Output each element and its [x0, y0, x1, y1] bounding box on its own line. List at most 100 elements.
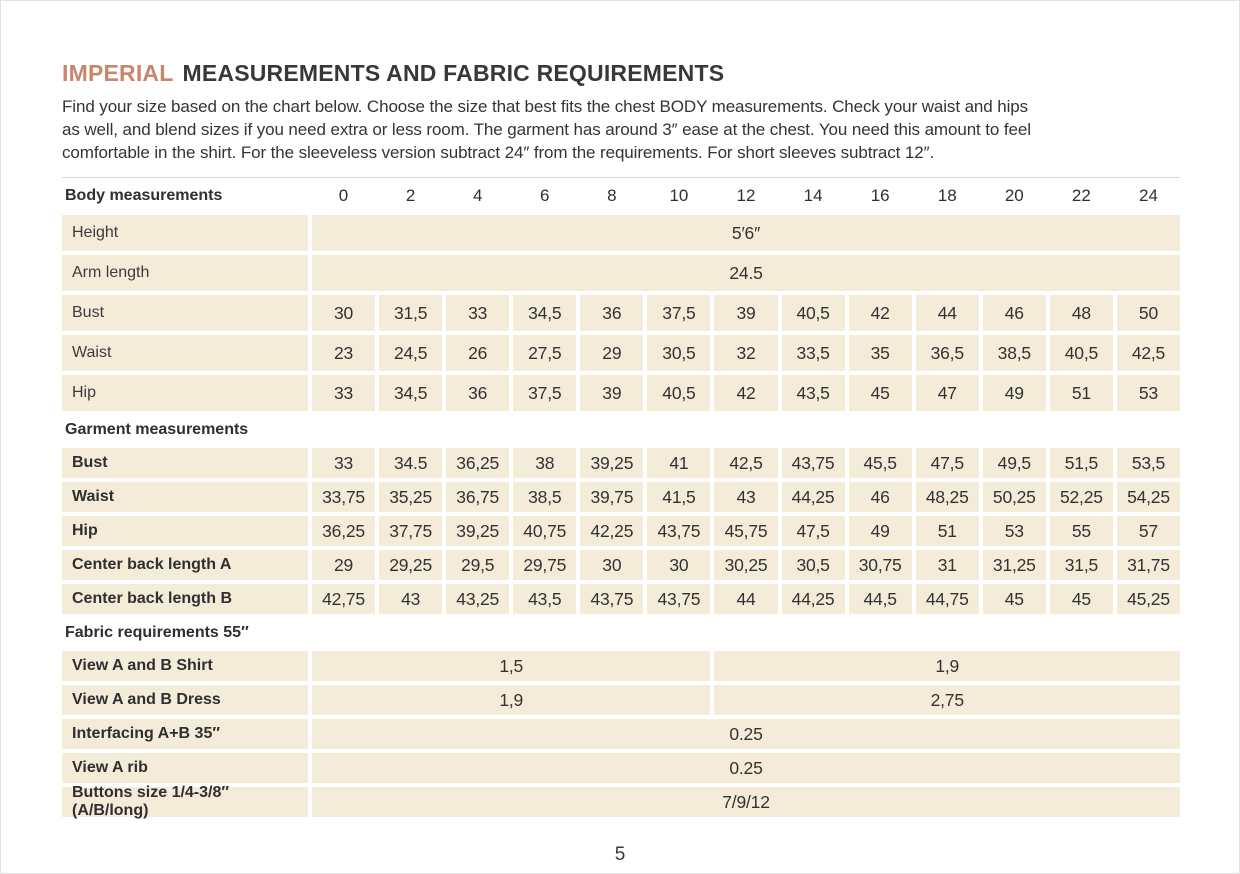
page-title-rest: MEASUREMENTS AND FABRIC REQUIREMENTS: [182, 60, 725, 86]
size-table: Body measurements 0 2 4 6 8 10 12 14 16 18 20 22 24 H…: [62, 177, 1180, 819]
value-cell: 40,5: [647, 375, 711, 411]
value-cell: 53,5: [1116, 448, 1180, 478]
value-cell: 23: [312, 335, 376, 371]
table-row: View A and B Shirt 1,5 1,9: [62, 651, 1180, 681]
value-cell: 53: [982, 516, 1046, 546]
size-column-header: 14: [803, 185, 823, 205]
size-column-header: 4: [472, 185, 483, 205]
table-section-header: Garment measurements: [65, 421, 249, 438]
value-cell-left: 1,9: [312, 685, 711, 715]
value-cell-right: 2,75: [714, 685, 1180, 715]
table-row: View A and B Dress 1,9 2,75: [62, 685, 1180, 715]
value-cell: 30: [647, 550, 711, 580]
value-cell: 45,25: [1116, 584, 1180, 614]
value-cell: 31,25: [982, 550, 1046, 580]
value-cell: 49: [848, 516, 912, 546]
value-cell: 47,5: [781, 516, 845, 546]
value-cell: 38,5: [982, 335, 1046, 371]
value-cell: 34.5: [379, 448, 443, 478]
value-cell: 42,5: [1116, 335, 1180, 371]
value-cell: 33,5: [781, 335, 845, 371]
value-cell-span: 7/9/12: [312, 787, 1180, 817]
row-label: Center back length A: [62, 550, 308, 580]
value-cell: 29: [580, 335, 644, 371]
value-cell: 43,75: [647, 584, 711, 614]
value-cell: 33: [446, 295, 510, 331]
row-label: Hip: [62, 516, 308, 546]
table-header-label: Body measurements: [65, 186, 223, 204]
value-cell: 44,75: [915, 584, 979, 614]
value-cell: 31,5: [1049, 550, 1113, 580]
row-label: Arm length: [62, 255, 308, 291]
intro-line: Find your size based on the chart below.…: [62, 97, 1029, 116]
value-cell: 39,75: [580, 482, 644, 512]
size-column-header: 20: [1004, 185, 1024, 205]
value-cell: 55: [1049, 516, 1113, 546]
table-row: View A rib 0.25: [62, 753, 1180, 783]
page-content: IMPERIAL MEASUREMENTS AND FABRIC REQUIREM…: [62, 60, 1180, 819]
value-cell: 30,25: [714, 550, 778, 580]
value-cell-span: 0.25: [312, 753, 1180, 783]
row-label: Hip: [62, 375, 308, 411]
row-label: Interfacing A+B 35″: [62, 719, 308, 749]
row-label: Bust: [62, 295, 308, 331]
value-cell: 48,25: [915, 482, 979, 512]
value-cell: 29,5: [446, 550, 510, 580]
size-column-header: 18: [937, 185, 957, 205]
value-cell: 30,75: [848, 550, 912, 580]
value-cell: 43,25: [446, 584, 510, 614]
value-cell: 34,5: [379, 375, 443, 411]
value-cell: 44,25: [781, 584, 845, 614]
value-cell: 36: [580, 295, 644, 331]
value-cell: 41,5: [647, 482, 711, 512]
value-cell: 57: [1116, 516, 1180, 546]
table-row: Buttons size 1/4-3/8″ (A/B/long) 7/9/12: [62, 784, 1180, 819]
table-row: Bust 30 31,5 33 34,5 36 37,5 39 40,5 42 44 46 48 50: [62, 295, 1180, 331]
page-title: IMPERIAL MEASUREMENTS AND FABRIC REQUIREM…: [62, 60, 1180, 87]
row-label: Waist: [62, 482, 308, 512]
value-cell: 34,5: [513, 295, 577, 331]
value-cell: 45,75: [714, 516, 778, 546]
value-cell: 43,5: [513, 584, 577, 614]
table-row: Interfacing A+B 35″ 0.25: [62, 719, 1180, 749]
value-cell: 29,25: [379, 550, 443, 580]
value-cell: 45,5: [848, 448, 912, 478]
value-cell-span: 5′6″: [312, 215, 1180, 251]
value-cell: 27,5: [513, 335, 577, 371]
value-cell: 37,75: [379, 516, 443, 546]
value-cell: 47,5: [915, 448, 979, 478]
value-cell: 40,5: [781, 295, 845, 331]
value-cell: 33: [312, 448, 376, 478]
size-column-header: 10: [669, 185, 689, 205]
value-cell: 39,25: [580, 448, 644, 478]
value-cell: 46: [848, 482, 912, 512]
row-label: View A rib: [62, 753, 308, 783]
value-cell: 44,25: [781, 482, 845, 512]
value-cell: 36,5: [915, 335, 979, 371]
value-cell: 44: [714, 584, 778, 614]
value-cell: 37,5: [647, 295, 711, 331]
value-cell: 38,5: [513, 482, 577, 512]
intro-line: comfortable in the shirt. For the sleeve…: [62, 143, 935, 162]
value-cell: 39: [580, 375, 644, 411]
value-cell: 31,75: [1116, 550, 1180, 580]
value-cell: 47: [915, 375, 979, 411]
value-cell: 32: [714, 335, 778, 371]
value-cell-right: 1,9: [714, 651, 1180, 681]
value-cell: 39: [714, 295, 778, 331]
value-cell-span: 24.5: [312, 255, 1180, 291]
page-number: 5: [614, 844, 626, 865]
table-row: Bust 33 34.5 36,25 38 39,25 41 42,5 43,75 45,5 47,…: [62, 448, 1180, 478]
value-cell: 52,25: [1049, 482, 1113, 512]
value-cell: 30: [580, 550, 644, 580]
value-cell: 36,75: [446, 482, 510, 512]
table-row: Hip 36,25 37,75 39,25 40,75 42,25 43,75 45,75 47…: [62, 516, 1180, 546]
size-column-header: 8: [607, 185, 617, 205]
value-cell: 45: [982, 584, 1046, 614]
value-cell: 37,5: [513, 375, 577, 411]
value-cell: 30,5: [647, 335, 711, 371]
table-row: Waist 23 24,5 26 27,5 29 30,5 32 33,5 35 36,5 38,5 4…: [62, 335, 1180, 371]
table-row: Center back length B 42,75 43 43,25 43,5 43,7…: [62, 584, 1180, 614]
table-row: Waist 33,75 35,25 36,75 38,5 39,75 41,5 43 44,25…: [62, 482, 1180, 512]
value-cell: 42: [714, 375, 778, 411]
